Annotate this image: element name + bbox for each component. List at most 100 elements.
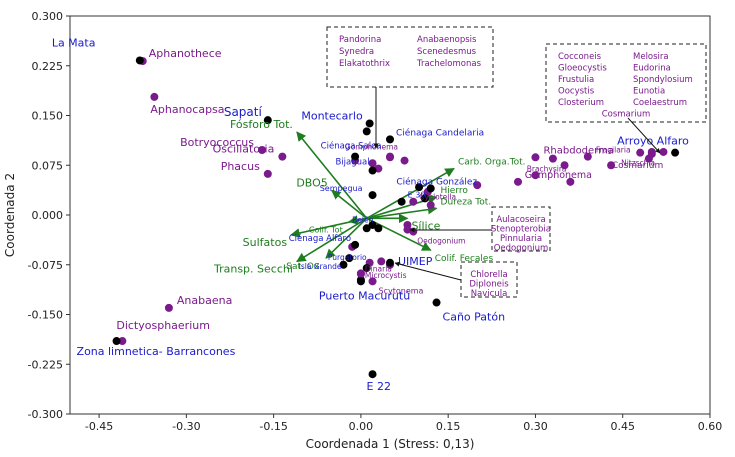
species-label: Cyclotella [419,193,456,202]
species-label: Oedogonium [417,237,465,246]
site-label: Caño Patón [443,311,506,324]
vector-arrow [325,217,368,259]
site-point [356,277,365,286]
species-boxes: Pandorina Synedra Elakatothrix Anabaenopsis… [326,26,707,299]
site-point [362,127,371,136]
box-species-label: Chlorella [470,270,507,280]
vector-label: Fósforo Tot. [230,118,293,131]
box-species-label: Gloeocystis [558,64,607,74]
x-tick-label: -0.30 [172,420,200,433]
box-species-label: Cosmarium [602,110,651,120]
species-point [514,177,522,186]
site-point [374,224,383,233]
vector-label: Sulfatos [243,236,288,249]
site-point [351,240,360,249]
x-tick-label: 0.15 [436,420,461,433]
species-label: Aphanocapsa [150,103,224,116]
site-label: Belén [352,215,373,224]
vector-arrow [296,131,368,219]
species-point [531,153,540,162]
species-label: Cosmarium [612,161,663,171]
site-label: Isla Grande [299,262,342,271]
site-point [351,152,360,161]
species-label: Dinaria [365,264,392,273]
box-species-label: Aulacoseira [496,215,545,225]
species-point [368,277,377,286]
y-tick-label: 0.075 [32,159,64,172]
species-label: Gomphonema [525,170,592,181]
axis-ticks: -0.45 -0.30 -0.15 0.00 0.15 0.30 0.45 0.60 0.300… [28,10,723,433]
box-species-label: Oedogonium [494,244,549,254]
y-tick-label: -0.300 [28,408,63,421]
vector-label: Colif. Fecales [435,254,494,264]
vector-arrow [366,217,432,251]
box-species-label: Elakatothrix [339,59,390,69]
species-point [263,169,272,178]
species-point [150,92,159,101]
box-species-label: Anabaenopsis [417,35,477,45]
y-tick-label: -0.225 [28,358,63,371]
box-species-label: Cocconeis [558,52,602,62]
site-point [368,370,377,379]
box-pointer-arrow [394,261,462,281]
box-species-label: Trachelomonas [416,59,482,69]
x-tick-label: 0.30 [523,420,548,433]
site-point [426,184,435,193]
species-point [278,152,287,161]
site-point [368,166,377,175]
box-species-label: Closterium [558,98,604,108]
y-tick-label: -0.150 [28,309,63,322]
site-point [432,298,441,307]
species-point [644,154,653,163]
site-label: Puerto Macurutú [319,289,410,302]
x-tick-label: 0.45 [610,420,635,433]
site-label: Bijagual [335,158,369,168]
y-tick-label: 0.150 [32,110,64,123]
box-species-label: Eunotia [633,87,665,97]
species-point [377,257,386,266]
species-box [545,43,707,123]
site-label: Ciénaga Alfaro [289,233,351,244]
y-tick-label: -0.075 [28,259,63,272]
species-label: Brachysira [527,164,567,173]
site-label: Arroyo Alfaro [617,135,689,148]
species-point [258,145,266,154]
box-species-label: Pandorina [339,35,381,45]
species-point [368,159,377,168]
site-label: Ciénaga Candelaria [396,127,484,138]
site-point [362,264,371,273]
x-tick-label: -0.15 [259,420,287,433]
species-label: Fragilaria [596,146,631,155]
species-label: Phacus [221,160,260,173]
species-point [164,303,173,312]
vector-label: Transp. Secchi [213,262,293,275]
species-point [400,156,409,165]
site-point [263,116,272,125]
site-point [415,183,424,192]
vector-arrow [366,204,438,220]
species-point [607,161,616,170]
x-axis-title: Coordenada 1 (Stress: 0,13) [306,437,475,451]
species-label: Anabaena [177,294,232,307]
x-tick-label: 0.00 [349,420,374,433]
site-label: UIMEP [398,255,433,268]
species-label: Oscillatoria [213,143,275,156]
species-label: Aphanothece [149,47,222,60]
site-label: Sempegua [320,184,363,193]
species-point [560,161,569,170]
species-label: Botryococcus [180,136,254,149]
vector-label: Hierro [441,186,469,196]
species-label: Nitzschia [621,158,655,167]
point-labels: Fósforo Tot. Carb. Orga.Tot. HierroDureza … [52,36,689,393]
box-species-label: Coelaestrum [633,98,687,108]
species-label: Rhabdoderma [543,145,614,156]
site-label: E 22 [367,380,391,393]
y-axis-title: Coordenada 2 [3,173,17,257]
species-point [548,154,557,163]
site-label: Montecarlo [301,109,363,122]
vector-label: Sílice [411,219,440,232]
species-point [118,337,127,346]
vector-arrow [331,189,368,219]
site-label: Purgatorio [328,253,367,262]
